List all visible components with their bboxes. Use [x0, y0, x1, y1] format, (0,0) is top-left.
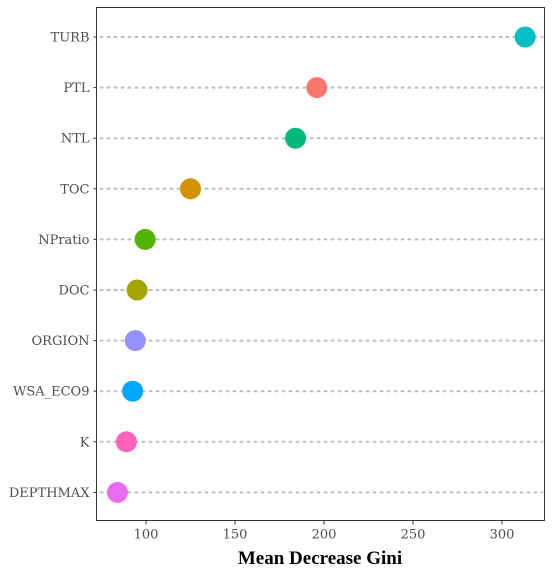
point-toc — [180, 178, 201, 200]
point-npratio — [134, 228, 156, 250]
point-ntl — [285, 127, 307, 149]
x-tick-label-150: 150 — [223, 528, 248, 543]
data-points — [107, 26, 536, 503]
point-orgion — [124, 330, 146, 352]
point-wsa_eco9 — [122, 380, 144, 402]
point-depthmax — [107, 481, 129, 503]
x-tick-label-300: 300 — [490, 528, 515, 543]
x-tick-label-100: 100 — [134, 528, 159, 543]
point-k — [115, 431, 137, 453]
y-tick-label-orgion: ORGION — [32, 334, 90, 349]
y-tick-label-turb: TURB — [51, 31, 90, 46]
y-tick-labels: TURB PTL NTL TOC NPratio DOC ORGION WSA_ECO9 K DE… — [9, 31, 97, 501]
point-doc — [126, 279, 148, 301]
y-tick-label-npratio: NPratio — [38, 233, 89, 248]
y-tick-label-doc: DOC — [58, 284, 89, 299]
point-ptl — [306, 77, 328, 99]
point-turb — [514, 26, 536, 48]
y-tick-label-toc: TOC — [60, 182, 89, 197]
y-tick-label-ptl: PTL — [63, 81, 89, 96]
x-tick-label-250: 250 — [401, 528, 426, 543]
x-axis-title: Mean Decrease Gini — [238, 548, 402, 568]
x-tick-label-200: 200 — [312, 528, 337, 543]
y-tick-label-ntl: NTL — [61, 132, 90, 147]
y-tick-label-depthmax: DEPTHMAX — [9, 486, 90, 501]
y-tick-label-k: K — [80, 435, 90, 450]
x-ticks: 100 150 200 250 300 — [134, 520, 515, 543]
y-tick-label-wsa_eco9: WSA_ECO9 — [13, 385, 90, 400]
